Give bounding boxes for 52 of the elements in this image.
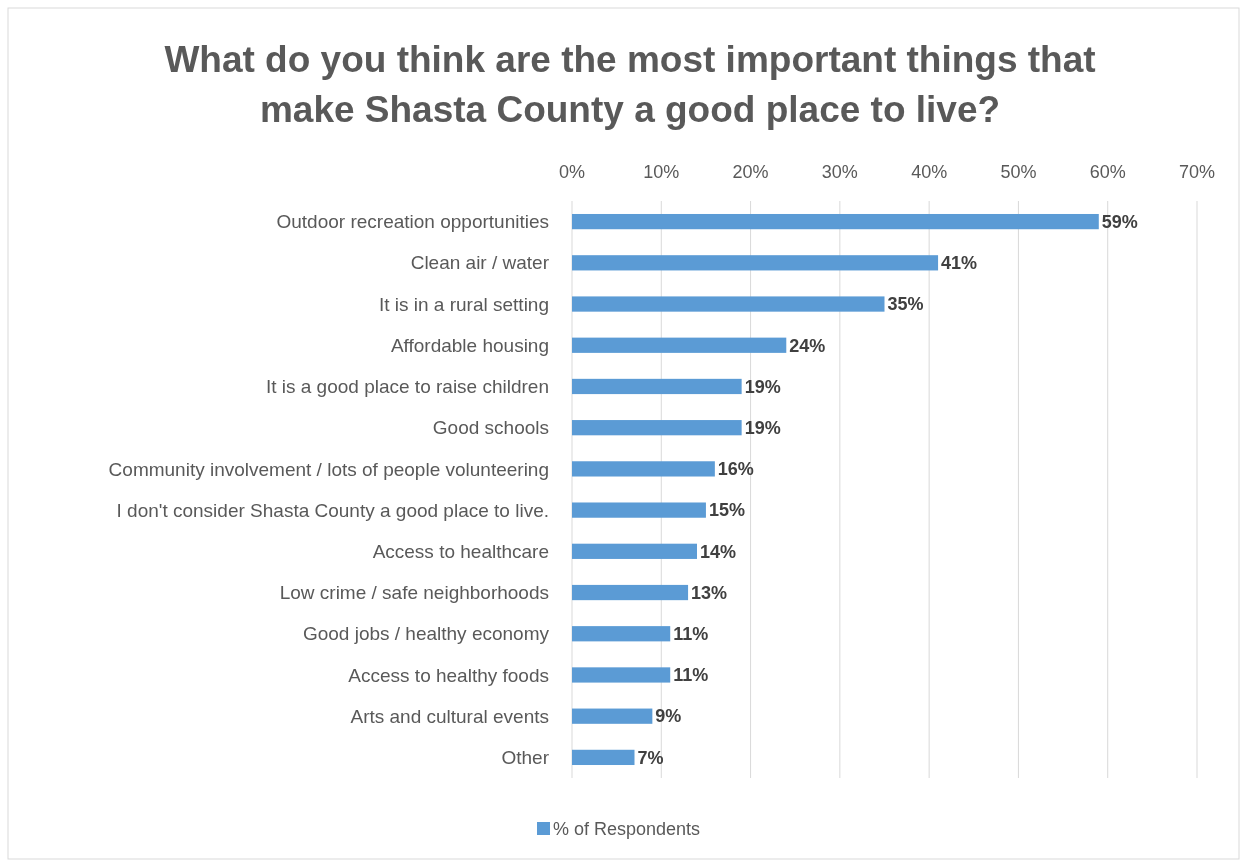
x-tick-label: 70%: [1178, 162, 1216, 182]
y-tick-label: Low crime / safe neighborhoods: [279, 582, 549, 604]
data-label: 19%: [744, 417, 781, 438]
data-label: 35%: [887, 294, 924, 315]
data-label: 19%: [744, 376, 781, 397]
data-label: 16%: [717, 459, 754, 480]
x-tick-label: 20%: [732, 162, 769, 182]
y-tick-label: Outdoor recreation opportunities: [276, 211, 549, 233]
y-tick-label: Arts and cultural events: [350, 705, 549, 727]
bar: [572, 378, 742, 395]
bar: [572, 337, 787, 353]
chart-title: What do you think are the most important things that make Shasta County a good place to live?: [164, 39, 1096, 130]
data-label: 14%: [700, 541, 737, 562]
x-tick-label: 60%: [1089, 162, 1126, 182]
data-label: 59%: [1101, 211, 1138, 232]
bar: [572, 255, 939, 271]
data-label: 24%: [789, 335, 826, 356]
bar: [572, 543, 697, 559]
y-tick-label: Other: [501, 747, 550, 769]
data-label: 9%: [655, 706, 682, 727]
x-tick-label: 30%: [821, 162, 858, 182]
bar: [572, 461, 715, 477]
bar: [572, 667, 671, 683]
bar: [572, 584, 689, 601]
data-label: 41%: [941, 253, 978, 274]
bar: [572, 502, 706, 518]
y-tick-label: Access to healthy foods: [348, 664, 549, 686]
data-label: 11%: [673, 624, 709, 645]
bar: [572, 296, 885, 312]
y-tick-label: Community involvement / lots of people volunteering: [108, 458, 549, 480]
y-tick-label: Access to healthcare: [372, 540, 549, 562]
data-label: 15%: [708, 500, 745, 521]
y-tick-label: It is a good place to raise children: [265, 376, 549, 398]
y-tick-label: Good jobs / healthy economy: [302, 623, 550, 645]
data-label: 11%: [673, 665, 709, 686]
y-tick-label: Affordable housing: [390, 334, 549, 356]
data-label: 7%: [637, 747, 664, 768]
bar: [572, 213, 1099, 230]
y-tick-label: Good schools: [432, 417, 549, 439]
y-tick-label: Clean air / water: [410, 252, 550, 274]
x-tick-label: 0%: [558, 162, 586, 182]
bar: [572, 626, 671, 642]
x-tick-label: 10%: [643, 162, 680, 182]
x-tick-label: 40%: [911, 162, 948, 182]
bar: [572, 749, 635, 766]
data-label: 13%: [691, 582, 728, 603]
bar: [572, 708, 653, 724]
x-tick-label: 50%: [1000, 162, 1037, 182]
bar: [572, 420, 742, 436]
legend-label: % of Respondents: [553, 819, 701, 840]
y-tick-label: It is in a rural setting: [378, 293, 549, 315]
y-tick-label: I don't consider Shasta County a good place to live.: [116, 499, 549, 521]
